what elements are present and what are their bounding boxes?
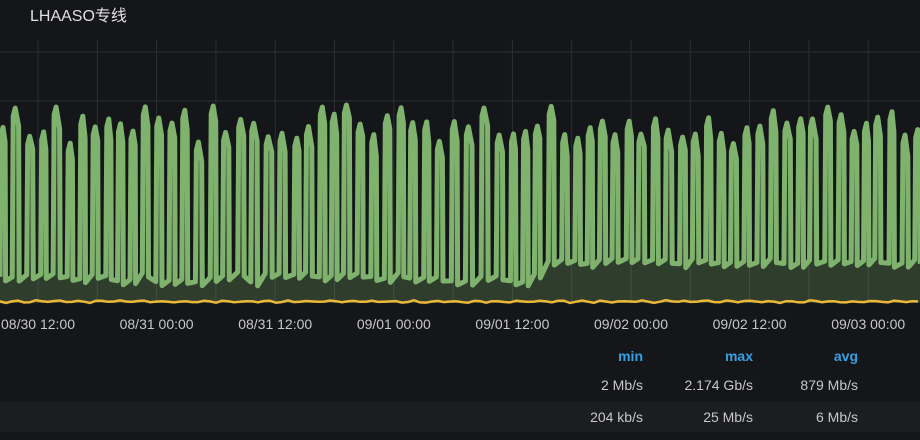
series-line-yellow [0, 298, 919, 305]
legend-value-min: 204 kb/s [590, 409, 643, 425]
x-tick-label: 09/01 12:00 [475, 316, 550, 332]
legend-header-min[interactable]: min [618, 348, 643, 364]
x-tick-label: 08/31 00:00 [119, 316, 194, 332]
legend-row-highlight [0, 402, 920, 432]
legend-value-min: 2 Mb/s [600, 377, 643, 393]
legend-value-avg: 6 Mb/s [815, 409, 858, 425]
x-tick-label: 09/02 12:00 [712, 316, 787, 332]
x-tick-label: 09/01 00:00 [356, 316, 431, 332]
series-line-green [0, 102, 920, 289]
x-tick-label: 09/03 00:00 [831, 316, 906, 332]
time-series-plot[interactable] [0, 0, 920, 310]
panel-title: LHAASO专线 [30, 8, 127, 25]
legend-header-max[interactable]: max [724, 348, 753, 364]
legend-value-avg: 879 Mb/s [800, 377, 858, 393]
x-tick-label: 08/30 12:00 [1, 316, 75, 332]
legend-value-max: 2.174 Gb/s [684, 377, 754, 393]
legend-header-avg[interactable]: avg [833, 348, 858, 364]
legend-value-max: 25 Mb/s [703, 409, 753, 425]
x-tick-label: 09/02 00:00 [594, 316, 668, 332]
x-tick-label: 08/31 12:00 [238, 316, 313, 332]
